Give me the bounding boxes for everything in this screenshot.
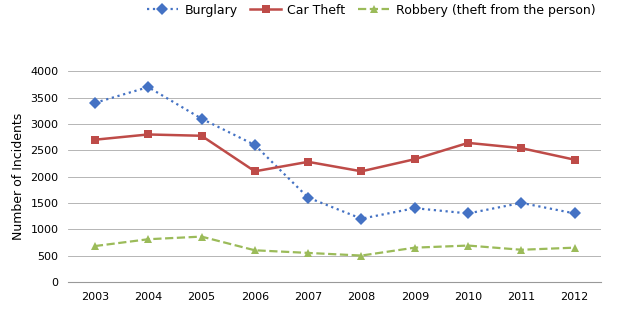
Car Theft: [358, 169, 365, 173]
Car Theft: [144, 133, 152, 136]
Burglary: [518, 201, 525, 205]
Robbery (theft from the person): [358, 254, 365, 258]
Burglary: [304, 196, 312, 200]
Burglary: [91, 101, 99, 105]
Robbery (theft from the person): [464, 244, 472, 248]
Robbery (theft from the person): [411, 246, 418, 249]
Y-axis label: Number of Incidents: Number of Incidents: [12, 113, 25, 240]
Burglary: [144, 85, 152, 89]
Robbery (theft from the person): [144, 237, 152, 241]
Burglary: [358, 217, 365, 221]
Robbery (theft from the person): [571, 246, 578, 249]
Robbery (theft from the person): [518, 248, 525, 252]
Robbery (theft from the person): [251, 248, 259, 252]
Burglary: [571, 212, 578, 215]
Car Theft: [411, 157, 418, 161]
Line: Robbery (theft from the person): Robbery (theft from the person): [91, 232, 579, 260]
Car Theft: [198, 134, 205, 138]
Robbery (theft from the person): [304, 251, 312, 255]
Line: Burglary: Burglary: [91, 83, 579, 223]
Car Theft: [571, 158, 578, 162]
Robbery (theft from the person): [91, 244, 99, 248]
Burglary: [251, 143, 259, 147]
Line: Car Theft: Car Theft: [91, 130, 579, 176]
Car Theft: [518, 146, 525, 150]
Car Theft: [91, 138, 99, 142]
Car Theft: [464, 141, 472, 145]
Car Theft: [251, 169, 259, 173]
Car Theft: [304, 160, 312, 164]
Burglary: [464, 212, 472, 215]
Legend: Burglary, Car Theft, Robbery (theft from the person): Burglary, Car Theft, Robbery (theft from…: [147, 4, 595, 17]
Burglary: [198, 117, 205, 121]
Robbery (theft from the person): [198, 235, 205, 238]
Burglary: [411, 206, 418, 210]
